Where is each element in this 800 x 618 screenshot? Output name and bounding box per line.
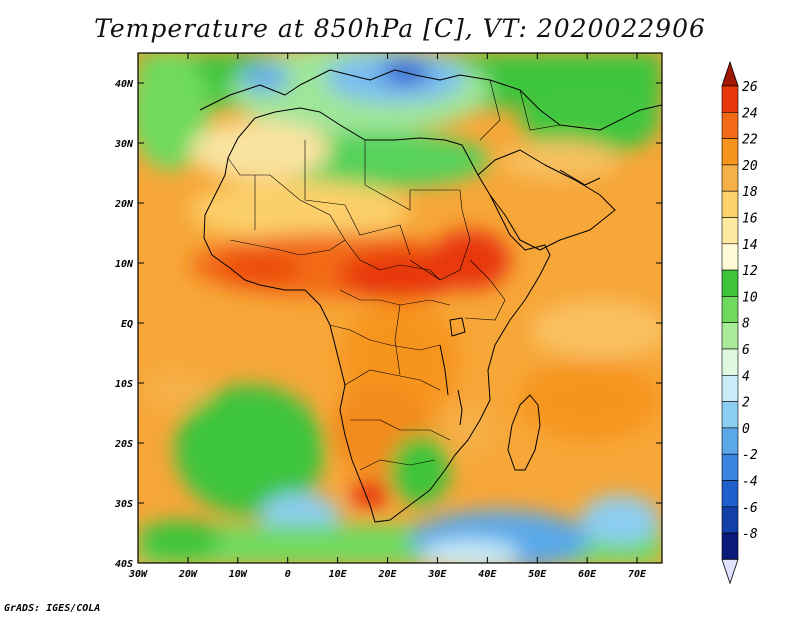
country-borders bbox=[227, 79, 561, 471]
lat-tick-label: 10N bbox=[115, 259, 134, 270]
temperature-field bbox=[138, 53, 662, 563]
colorbar-band bbox=[721, 532, 739, 560]
coastlines bbox=[199, 69, 662, 523]
colorbar-band bbox=[721, 269, 739, 297]
lat-tick-label: 30N bbox=[114, 139, 134, 150]
lon-tick-label: 70E bbox=[628, 569, 647, 580]
lat-tick-label: 30S bbox=[114, 499, 133, 510]
colorbar-label: 22 bbox=[742, 133, 758, 148]
lat-tick-label: 20N bbox=[114, 199, 134, 210]
colorbar-bottom-arrow bbox=[721, 559, 739, 585]
colorbar-band bbox=[721, 401, 739, 429]
colorbar-band bbox=[721, 243, 739, 271]
lake-victoria bbox=[449, 317, 466, 337]
lon-tick-label: 0 bbox=[285, 569, 291, 580]
lat-tick-label: 40N bbox=[115, 79, 134, 90]
lon-tick-label: 10W bbox=[229, 569, 248, 580]
lon-tick-label: 20W bbox=[178, 569, 198, 580]
colorbar-band bbox=[721, 427, 739, 455]
grads-credit: GrADS: IGES/COLA bbox=[4, 603, 101, 614]
lon-tick-label: 40E bbox=[478, 569, 497, 580]
lon-tick-label: 60E bbox=[578, 569, 597, 580]
colorbar-label: 0 bbox=[742, 422, 750, 437]
colorbar-label: 12 bbox=[742, 264, 758, 279]
colorbar-label: 8 bbox=[742, 317, 750, 332]
lon-tick-label: 50E bbox=[528, 569, 547, 580]
persian-gulf bbox=[559, 169, 601, 186]
colorbar-label: 18 bbox=[742, 185, 758, 200]
colorbar-band bbox=[721, 138, 739, 166]
colorbar-label: -6 bbox=[742, 501, 758, 516]
longitude-axis: 30W 20W 10W 0 10E 20E 30E 40E 50E 60E 70E bbox=[128, 53, 647, 580]
map-frame bbox=[137, 52, 663, 564]
colorbar-label: -4 bbox=[742, 475, 758, 490]
colorbar-label: 20 bbox=[742, 159, 758, 174]
colorbar-label: 16 bbox=[742, 212, 758, 227]
colorbar-band bbox=[721, 112, 739, 139]
africa-coastline bbox=[203, 107, 551, 523]
colorbar-band bbox=[721, 453, 739, 481]
colorbar-label: -2 bbox=[742, 448, 758, 463]
colorbar-label: 10 bbox=[742, 290, 758, 305]
lat-tick-label: 20S bbox=[114, 439, 133, 450]
lat-tick-label: EQ bbox=[121, 319, 133, 330]
lat-tick-label: 10S bbox=[115, 379, 133, 390]
colorbar-top-arrow bbox=[721, 60, 739, 87]
colorbar-band bbox=[721, 374, 739, 402]
lon-tick-label: 20E bbox=[377, 569, 397, 580]
colorbar-band bbox=[721, 480, 739, 508]
lake-tanganyika bbox=[439, 344, 449, 396]
colorbar-band bbox=[721, 190, 739, 218]
colorbar-band bbox=[721, 322, 739, 350]
lon-tick-label: 30E bbox=[427, 569, 447, 580]
colorbar-label: 26 bbox=[742, 80, 758, 95]
colorbar-band bbox=[721, 217, 739, 245]
colorbar-label: -8 bbox=[742, 527, 758, 542]
temperature-map-chart: 40N 30N 20N 10N EQ 10S 20S 30S 40S 30W 20W 10W 0 10E… bbox=[114, 52, 758, 585]
colorbar-label: 6 bbox=[742, 343, 750, 358]
colorbar-label: 4 bbox=[742, 369, 750, 384]
lake-malawi bbox=[457, 389, 463, 426]
colorbar-band bbox=[721, 85, 739, 113]
colorbar-band bbox=[721, 348, 739, 376]
madagascar-coastline bbox=[507, 394, 541, 471]
map-title: Temperature at 850hPa [C], VT: 202002290… bbox=[94, 14, 706, 43]
colorbar-band bbox=[721, 296, 739, 323]
colorbar-band bbox=[721, 506, 739, 534]
lat-tick-label: 40S bbox=[115, 559, 133, 570]
latitude-axis: 40N 30N 20N 10N EQ 10S 20S 30S 40S bbox=[114, 79, 662, 570]
colorbar-band bbox=[721, 164, 739, 192]
colorbar-label: 2 bbox=[742, 396, 750, 411]
lon-tick-label: 10E bbox=[329, 569, 348, 580]
arabia-coastline bbox=[477, 149, 616, 251]
colorbar-label: 14 bbox=[742, 238, 758, 253]
colorbar-label: 24 bbox=[742, 106, 758, 121]
lon-tick-label: 30W bbox=[128, 569, 148, 580]
